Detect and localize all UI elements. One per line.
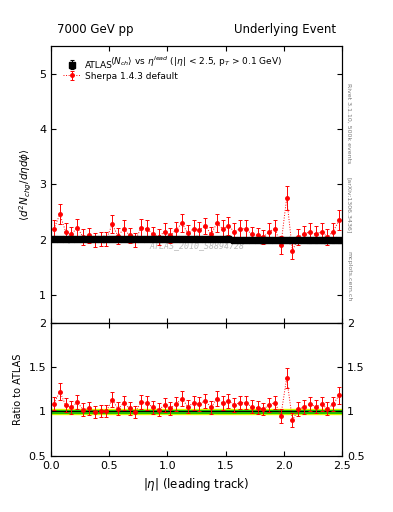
- X-axis label: $|\eta|$ (leading track): $|\eta|$ (leading track): [143, 476, 250, 493]
- Text: $\langle N_{ch}\rangle$ vs $\eta^{lead}$ ($|\eta|$ < 2.5, p$_T$ > 0.1 GeV): $\langle N_{ch}\rangle$ vs $\eta^{lead}$…: [110, 54, 283, 69]
- Text: Underlying Event: Underlying Event: [234, 24, 336, 36]
- Text: 7000 GeV pp: 7000 GeV pp: [57, 24, 133, 36]
- Legend: ATLAS, Sherpa 1.4.3 default: ATLAS, Sherpa 1.4.3 default: [61, 59, 180, 82]
- Y-axis label: $\langle d^2 N_{chg}/d\eta d\phi \rangle$: $\langle d^2 N_{chg}/d\eta d\phi \rangle…: [17, 148, 33, 221]
- Text: mcplots.cern.ch: mcplots.cern.ch: [347, 251, 352, 302]
- Text: ATLAS_2010_S8894728: ATLAS_2010_S8894728: [149, 241, 244, 250]
- Text: Rivet 3.1.10, 500k events: Rivet 3.1.10, 500k events: [347, 83, 352, 163]
- Y-axis label: Ratio to ATLAS: Ratio to ATLAS: [13, 354, 23, 425]
- Text: [arXiv:1306.3436]: [arXiv:1306.3436]: [347, 177, 352, 233]
